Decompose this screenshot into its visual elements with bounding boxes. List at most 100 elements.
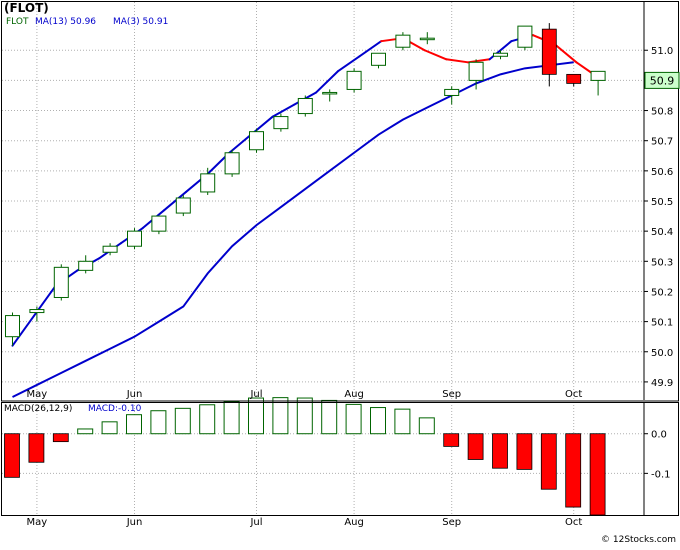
macd-bar [443,433,460,447]
macd-month-label: Oct [565,517,582,528]
moving-average-lines [11,34,600,398]
ma3-segment [163,190,188,212]
macd-bar [467,433,484,460]
candle-body [200,173,216,193]
legend-ma3: MA(3) 50.91 [113,17,168,27]
candle-body [590,70,606,81]
macd-month-label: Jun [126,517,143,528]
price-month-label: Sep [442,389,461,400]
price-tick-label: 50.2 [651,287,673,298]
ma3-segment [228,133,253,154]
last-price-box [644,71,680,89]
macd-bar [492,433,508,469]
price-month-label: May [27,389,48,400]
candle-body [151,215,167,232]
macd-bar [199,404,216,435]
candle-body [371,52,386,66]
candle-body [346,70,362,90]
macd-month-label: Jul [249,517,262,528]
macd-bar [345,403,362,435]
macd-legend-label: MACD(26,12,9) [4,404,72,414]
macd-bar [174,407,191,435]
macd-bar [296,397,313,435]
candle-body [273,116,289,130]
price-tick-label: 50.5 [651,197,673,208]
macd-month-label: May [27,517,48,528]
candle-body [127,230,142,247]
ma3-segment [11,314,36,347]
candle-body [517,25,533,48]
price-tick-label: 50.6 [651,167,673,178]
price-tick-label: 50.4 [651,227,673,238]
macd-bar [418,417,435,435]
macd-bar [370,407,386,435]
macd-bar [101,421,118,435]
macd-bar [394,408,411,435]
legend-ticker: FLOT [6,17,29,27]
price-tick-label: 50.8 [651,107,673,118]
macd-legend-value: MACD:-0.10 [88,404,142,414]
price-grid [2,2,644,400]
macd-bar [589,433,606,516]
candle-body [541,28,557,75]
macd-bar [223,401,240,435]
macd-bar [321,399,338,435]
macd-bar [272,397,289,435]
macd-bar [52,433,69,443]
candle-body [395,34,411,48]
candle-body [322,91,338,95]
macd-pane-border [1,402,679,516]
price-tick-label: 51.0 [651,46,673,57]
macd-bar [565,433,582,508]
macd-month-label: Aug [344,517,364,528]
price-month-label: Jun [126,389,143,400]
axes: 49.9 50.0 50.1 50.2 50.3 50.4 50.5 50.6 50.7 50.8… [1,1,680,528]
candles [5,23,606,346]
candle-body [493,52,508,57]
price-month-label: Aug [344,389,364,400]
macd-bar [126,414,142,435]
macd-tick-label: -0.1 [651,469,671,480]
candle-body [566,73,582,84]
candle-body [78,260,94,271]
watermark: © 12Stocks.com [601,535,676,545]
candle-body [297,97,313,115]
candle-body [249,131,264,151]
candle-body [5,315,20,338]
candle-body [444,88,460,96]
ma3-segment [358,40,383,58]
price-tick-label: 50.0 [651,348,673,359]
macd-bar [150,410,167,435]
macd-bar [248,397,264,435]
price-tick-label: 50.1 [651,318,673,329]
candle-body [224,152,240,175]
ma3-segment [315,70,339,94]
macd-bar [77,428,94,435]
candle-body [175,197,191,214]
candle-body [53,266,69,298]
macd-bar [516,433,533,470]
ma3-segment [445,58,469,64]
candle-body [102,245,118,253]
last-price-label: 50.9 [650,74,675,87]
candle-body [468,61,484,81]
ma13-line [12,61,574,398]
price-pane-border [1,1,679,402]
price-tick-label: 50.7 [651,137,673,148]
ma3-segment [423,49,448,61]
macd-bar [4,433,20,478]
ma3-segment [553,43,578,64]
ma3-segment [336,55,361,73]
macd-tick-label: 0.0 [651,430,667,441]
price-month-label: Oct [565,389,582,400]
price-month-label: Jul [249,389,262,400]
price-tick-label: 50.3 [651,257,673,268]
macd-bar [28,433,45,463]
price-tick-label: 49.9 [651,378,673,389]
legend-ma13: MA(13) 50.96 [35,17,96,27]
candle-body [29,309,45,314]
ma3-segment [271,103,296,118]
chart-title: (FLOT) [4,1,49,15]
